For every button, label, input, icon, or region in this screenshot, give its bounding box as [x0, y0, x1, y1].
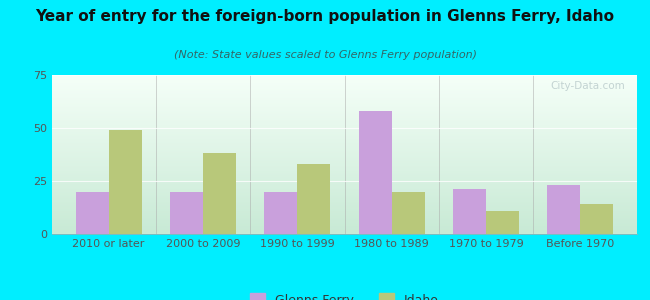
Bar — [392, 192, 424, 234]
Text: City-Data.com: City-Data.com — [551, 81, 625, 92]
Bar — [547, 185, 580, 234]
Bar — [170, 192, 203, 234]
Bar — [75, 192, 109, 234]
Text: Year of entry for the foreign-born population in Glenns Ferry, Idaho: Year of entry for the foreign-born popul… — [36, 9, 614, 24]
Bar — [359, 111, 392, 234]
Bar — [265, 192, 297, 234]
Legend: Glenns Ferry, Idaho: Glenns Ferry, Idaho — [245, 288, 444, 300]
Bar — [109, 130, 142, 234]
Bar — [486, 211, 519, 234]
Bar — [580, 204, 614, 234]
Bar — [203, 153, 236, 234]
Text: (Note: State values scaled to Glenns Ferry population): (Note: State values scaled to Glenns Fer… — [174, 50, 476, 59]
Bar — [297, 164, 330, 234]
Bar — [453, 190, 486, 234]
